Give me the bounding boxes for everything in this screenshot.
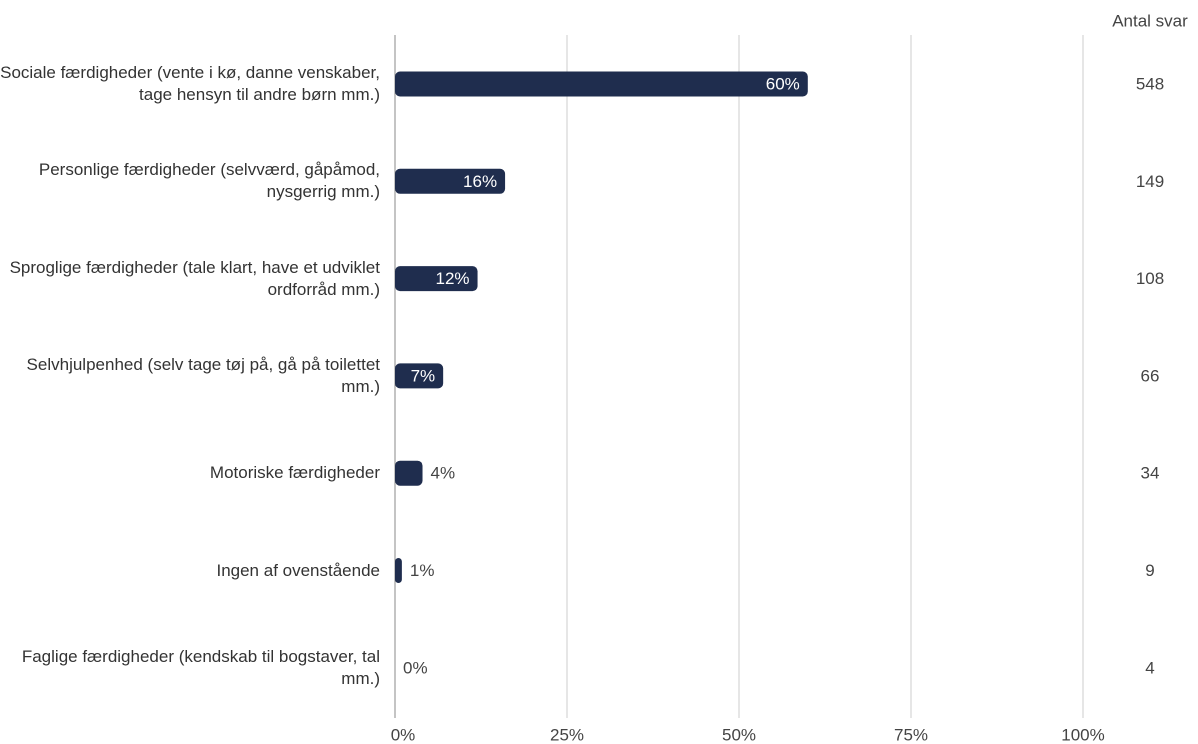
category-label: Motoriske færdigheder (209, 463, 380, 483)
count-label: 66 (1141, 366, 1160, 385)
x-tick-label: 100% (1061, 725, 1104, 744)
category-label: Ingen af ovenstående (216, 560, 380, 580)
x-tick-label: 25% (550, 725, 584, 744)
count-label: 34 (1141, 464, 1160, 483)
counts-title: Antal svar (1112, 11, 1188, 30)
bar (395, 460, 423, 486)
value-label: 0% (403, 658, 428, 677)
value-label: 4% (431, 464, 456, 483)
category-label: Selvhjulpenhed (selv tage tøj på, gå på … (26, 354, 380, 396)
category-label: Sociale færdigheder (vente i kø, danne v… (0, 63, 380, 104)
value-label: 60% (766, 74, 800, 93)
bar (395, 558, 402, 583)
count-label: 149 (1136, 172, 1164, 191)
count-label: 9 (1145, 561, 1154, 580)
count-label: 108 (1136, 269, 1164, 288)
category-label: Sproglige færdigheder (tale klart, have … (9, 257, 380, 299)
value-label: 12% (436, 269, 470, 288)
bar (395, 363, 444, 389)
category-label: Faglige færdigheder (kendskab til bogsta… (21, 646, 380, 688)
x-tick-label: 0% (391, 725, 416, 744)
value-label: 7% (411, 366, 436, 385)
x-tick-label: 75% (894, 725, 928, 744)
value-label: 16% (463, 172, 497, 191)
count-label: 4 (1145, 658, 1154, 677)
bar (395, 71, 808, 97)
count-label: 548 (1136, 74, 1164, 93)
bar (395, 266, 478, 292)
x-tick-label: 50% (722, 725, 756, 744)
bar (395, 168, 506, 194)
value-label: 1% (410, 561, 435, 580)
category-label: Personlige færdigheder (selvværd, gåpåmo… (38, 160, 380, 202)
